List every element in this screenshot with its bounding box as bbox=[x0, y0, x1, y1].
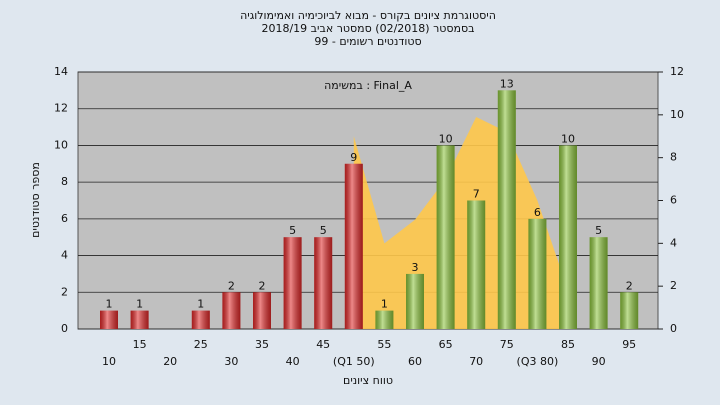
y2-tick-label: 2 bbox=[670, 279, 677, 292]
x-tick-label: 60 bbox=[408, 355, 422, 368]
y2-tick-label: 8 bbox=[670, 151, 677, 164]
x-tick-label: 70 bbox=[469, 355, 483, 368]
bar-shine bbox=[253, 292, 271, 329]
data-label: 2 bbox=[626, 279, 633, 292]
x-tick-label: (Q1 50) bbox=[333, 355, 375, 368]
annotation: במשימה : Final_A bbox=[324, 79, 412, 92]
y-tick-label: 6 bbox=[61, 212, 68, 225]
y2-tick-label: 0 bbox=[670, 322, 677, 335]
x-tick-label: 45 bbox=[316, 338, 330, 351]
data-label: 6 bbox=[534, 206, 541, 219]
x-tick-label: 10 bbox=[102, 355, 116, 368]
x-tick-label: 65 bbox=[439, 338, 453, 351]
bar-shine bbox=[406, 273, 424, 329]
x-tick-label: 15 bbox=[133, 338, 147, 351]
data-label: 1 bbox=[381, 298, 388, 311]
bar-shine bbox=[191, 310, 210, 329]
bar-shine bbox=[130, 310, 149, 329]
y2-tick-label: 12 bbox=[670, 65, 684, 78]
bar-shine bbox=[528, 218, 547, 329]
x-tick-label: 30 bbox=[224, 355, 238, 368]
data-label: 3 bbox=[412, 261, 419, 274]
bar-shine bbox=[497, 90, 516, 329]
bar-shine bbox=[375, 310, 394, 329]
x-tick-label: 25 bbox=[194, 338, 208, 351]
y-tick-label: 10 bbox=[54, 138, 68, 151]
x-tick-label: 35 bbox=[255, 338, 269, 351]
bar-shine bbox=[222, 292, 241, 329]
y-tick-label: 2 bbox=[61, 285, 68, 298]
x-tick-label: 55 bbox=[377, 338, 391, 351]
y-tick-label: 8 bbox=[61, 175, 68, 188]
y2-tick-label: 6 bbox=[670, 194, 677, 207]
y-tick-label: 12 bbox=[54, 102, 68, 115]
data-label: 1 bbox=[197, 298, 204, 311]
y2-tick-label: 4 bbox=[670, 236, 677, 249]
data-label: 10 bbox=[561, 132, 575, 145]
x-tick-label: 90 bbox=[592, 355, 606, 368]
bar-shine bbox=[559, 145, 577, 329]
chart-title: סטודנטים רשומים - 99 bbox=[314, 35, 421, 48]
bar-shine bbox=[344, 163, 363, 329]
x-tick-label: 40 bbox=[286, 355, 300, 368]
x-tick-label: (Q3 80) bbox=[517, 355, 559, 368]
y-tick-label: 4 bbox=[61, 249, 68, 262]
x-tick-label: 85 bbox=[561, 338, 575, 351]
x-axis-label: טווח ציונים bbox=[343, 374, 393, 387]
bar-shine bbox=[436, 145, 455, 329]
y-tick-label: 14 bbox=[54, 65, 68, 78]
bar-shine bbox=[620, 292, 639, 329]
bar-shine bbox=[467, 200, 486, 329]
chart-title: בסמסטר (02/2018) סמסטר אביב 2018/19 bbox=[261, 22, 474, 35]
data-label: 13 bbox=[500, 77, 514, 90]
data-label: 1 bbox=[106, 298, 113, 311]
y2-tick-label: 10 bbox=[670, 108, 684, 121]
data-label: 5 bbox=[595, 224, 602, 237]
data-label: 2 bbox=[228, 279, 235, 292]
x-tick-label: 95 bbox=[622, 338, 636, 351]
bar-shine bbox=[314, 237, 333, 329]
chart-title: היסטוגרמת ציונים בקורס - מבוא לביוכימיה … bbox=[240, 9, 496, 22]
bar-shine bbox=[589, 237, 608, 329]
bar-shine bbox=[283, 237, 302, 329]
y-axis-label: מספר סטודנטים bbox=[29, 162, 42, 238]
y-tick-label: 0 bbox=[61, 322, 68, 335]
bar-shine bbox=[100, 310, 118, 329]
data-label: 5 bbox=[320, 224, 327, 237]
data-label: 7 bbox=[473, 188, 480, 201]
x-tick-label: 20 bbox=[163, 355, 177, 368]
data-label: 1 bbox=[136, 298, 143, 311]
data-label: 5 bbox=[289, 224, 296, 237]
data-label: 2 bbox=[259, 279, 266, 292]
x-tick-label: 75 bbox=[500, 338, 514, 351]
data-label: 10 bbox=[439, 132, 453, 145]
data-label: 9 bbox=[350, 151, 357, 164]
